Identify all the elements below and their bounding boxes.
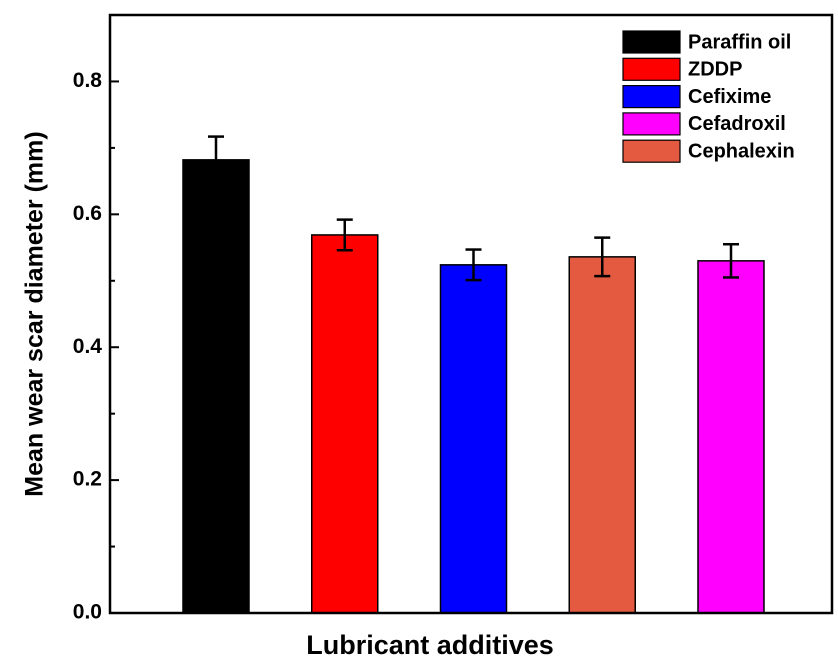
bar [439,264,508,614]
plot-frame [108,13,834,615]
y-tick-label: 0.0 [73,601,102,624]
legend-label: ZDDP [688,59,742,81]
legend-swatch [622,30,681,54]
legend-swatch [622,112,681,136]
y-axis-label: Mean wear scar diameter (mm) [21,131,49,496]
y-tick-label: 0.6 [73,202,102,225]
legend-swatch [622,57,681,81]
bar [182,159,250,614]
legend-label: Cephalexin [688,140,795,162]
legend-label: Cefadroxil [688,113,786,135]
y-tick-label: 0.8 [73,69,103,92]
legend-label: Paraffin oil [688,31,791,53]
legend-swatch [622,84,681,109]
x-axis-label: Lubricant additives [306,630,554,660]
y-tick-label: 0.4 [73,335,103,358]
bar [311,234,379,614]
legend-label: Cefixime [688,86,771,108]
y-tick-label: 0.2 [73,468,102,491]
bar [568,256,636,614]
legend-swatch [622,139,681,163]
bar [697,260,765,614]
